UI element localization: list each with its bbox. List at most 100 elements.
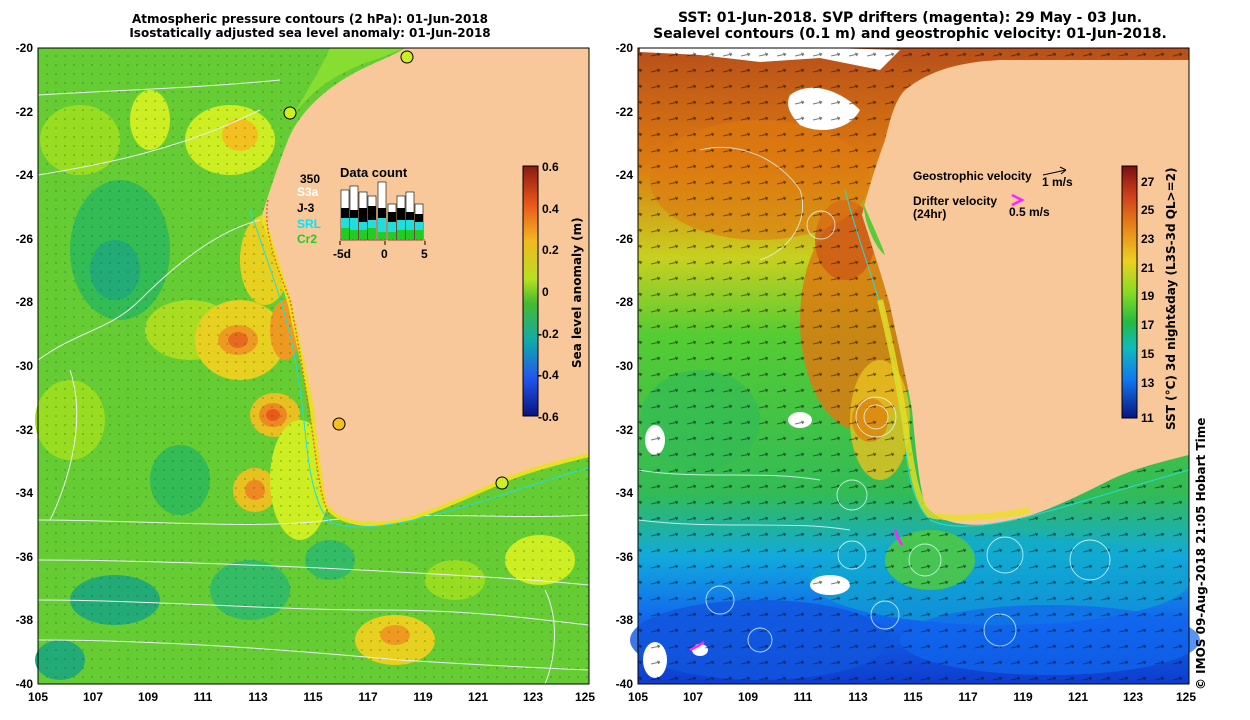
- left-panel-title: Atmospheric pressure contours (2 hPa): 0…: [30, 12, 590, 40]
- right-y-tick: -34: [616, 486, 634, 500]
- drifter-velocity-sublabel: (24hr): [913, 207, 946, 221]
- right-x-tick: 125: [1176, 690, 1196, 704]
- left-x-tick: 115: [303, 690, 323, 704]
- coastal-dotted-contour: [266, 199, 331, 516]
- sst-colorbar-label: SST (°C) 3d night&day (L3S-3d QL>=2): [1164, 167, 1178, 431]
- drifter-tracks: [689, 529, 904, 652]
- left-x-tick: 111: [194, 690, 213, 704]
- right-map-frame: [637, 47, 1190, 685]
- sst-colorbar-tick: 15: [1141, 347, 1155, 361]
- left-x-tick: 121: [468, 690, 488, 704]
- series-srl-label: SRL: [297, 217, 321, 231]
- right-y-tick: -24: [616, 168, 634, 182]
- data-count-bars: [340, 181, 424, 241]
- right-axes: 105 107 109 111 113 115 117 119 121 123 …: [616, 41, 1197, 704]
- right-y-ticks: -20 -22 -24 -26 -28 -30 -32 -34 -36 -38 …: [616, 41, 634, 691]
- drifter-velocity-scale: 0.5 m/s: [1009, 205, 1050, 219]
- tide-gauge-marker[interactable]: [283, 106, 297, 120]
- left-y-tick: -20: [16, 41, 34, 55]
- data-count-xtick: 0: [381, 247, 388, 261]
- left-y-tick: -32: [16, 423, 34, 437]
- northwest-shelf: [290, 48, 405, 120]
- right-y-tick: -26: [616, 232, 634, 246]
- right-title-line1: SST: 01-Jun-2018. SVP drifters (magenta)…: [677, 10, 1143, 26]
- right-x-ticks: 105 107 109 111 113 115 117 119 121 123 …: [628, 690, 1196, 704]
- sst-colorbar-tick: 23: [1141, 232, 1155, 246]
- right-y-tick: -30: [616, 359, 634, 373]
- left-y-tick: -28: [16, 295, 34, 309]
- left-y-tick: -30: [16, 359, 34, 373]
- right-y-tick: -36: [616, 550, 634, 564]
- right-title-line2: Sealevel contours (0.1 m) and geostrophi…: [653, 26, 1167, 42]
- shelf-contour-cyan: [844, 189, 1190, 527]
- geo-velocity-arrow: [1042, 166, 1067, 176]
- sla-colorbar-tick: 0.6: [542, 160, 559, 174]
- right-x-tick: 111: [794, 690, 813, 704]
- drifter-velocity-label: Drifter velocity: [913, 194, 997, 208]
- sealevel-contours: [637, 146, 1111, 653]
- left-axes: 105 107 109 111 113 115 117 119 121 123 …: [16, 41, 596, 704]
- left-x-tick: 109: [138, 690, 158, 704]
- sst-colorbar-tick: 19: [1141, 289, 1155, 303]
- right-x-tick: 107: [683, 690, 703, 704]
- sla-colorbar: 0.6 0.4 0.2 0 -0.2 -0.4 -0.6: [522, 160, 559, 424]
- left-title-line2: Isostatically adjusted sea level anomaly…: [129, 26, 491, 40]
- left-map-land: [262, 48, 589, 525]
- tide-gauge-marker[interactable]: [495, 476, 509, 490]
- left-y-tick: -22: [16, 105, 34, 119]
- series-j3-label: J-3: [297, 201, 315, 215]
- left-y-tick: -26: [16, 232, 34, 246]
- sla-colorbar-tick: 0: [542, 285, 549, 299]
- right-x-tick: 113: [848, 690, 868, 704]
- right-y-tick: -40: [616, 677, 634, 691]
- right-y-tick: -28: [616, 295, 634, 309]
- tide-gauge-marker[interactable]: [400, 50, 414, 64]
- sla-colorbar-label: Sea level anomaly (m): [570, 217, 584, 368]
- right-y-tick: -22: [616, 105, 634, 119]
- left-x-tick: 125: [575, 690, 595, 704]
- left-y-tick: -36: [16, 550, 34, 564]
- sst-colorbar-tick: 21: [1141, 261, 1155, 275]
- sla-colorbar-ramp: [522, 165, 539, 417]
- left-x-tick: 113: [248, 690, 268, 704]
- right-map: [630, 47, 1200, 685]
- shark-bay: [862, 200, 885, 255]
- left-x-ticks: 105 107 109 111 113 115 117 119 121 123 …: [28, 690, 595, 704]
- left-y-tick: -38: [16, 613, 34, 627]
- left-y-tick: -24: [16, 168, 34, 182]
- sla-colorbar-tick: 0.2: [542, 243, 559, 257]
- data-count-xtick: 5: [421, 247, 428, 261]
- left-y-ticks: -20 -22 -24 -26 -28 -30 -32 -34 -36 -38 …: [16, 41, 34, 691]
- sst-colorbar-tick: 25: [1141, 203, 1155, 217]
- left-y-tick: -40: [16, 677, 34, 691]
- left-x-tick: 119: [413, 690, 433, 704]
- left-x-tick: 107: [83, 690, 103, 704]
- right-x-tick: 115: [903, 690, 923, 704]
- data-count-xtick: -5d: [333, 247, 351, 261]
- sla-colorbar-tick: -0.2: [538, 327, 559, 341]
- velocity-legend: Geostrophic velocity 1 m/s Drifter veloc…: [913, 166, 1073, 221]
- right-y-tick: -32: [616, 423, 634, 437]
- right-map-land: [862, 60, 1189, 525]
- right-x-tick: 123: [1123, 690, 1143, 704]
- right-x-tick: 121: [1068, 690, 1088, 704]
- left-x-tick: 105: [28, 690, 48, 704]
- tide-gauge-marker[interactable]: [332, 417, 346, 431]
- left-y-tick: -34: [16, 486, 34, 500]
- series-s3a-label: S3a: [297, 185, 319, 199]
- sla-colorbar-tick: 0.4: [542, 202, 559, 216]
- right-x-tick: 117: [958, 690, 978, 704]
- left-title-line1: Atmospheric pressure contours (2 hPa): 0…: [131, 12, 489, 26]
- coastal-shelf-contour: [260, 214, 590, 527]
- left-map: [35, 47, 590, 685]
- left-x-tick: 123: [523, 690, 543, 704]
- right-x-tick: 105: [628, 690, 648, 704]
- drifter-velocity-arrow: [1011, 193, 1025, 207]
- shelf-contour-cyan: [249, 209, 590, 528]
- right-y-tick: -20: [616, 41, 634, 55]
- geo-velocity-scale: 1 m/s: [1042, 175, 1073, 189]
- sst-colorbar: 27 25 23 21 19 17 15 13 11: [1121, 165, 1155, 425]
- left-map-frame: [37, 47, 590, 685]
- sla-colorbar-tick: -0.6: [538, 410, 559, 424]
